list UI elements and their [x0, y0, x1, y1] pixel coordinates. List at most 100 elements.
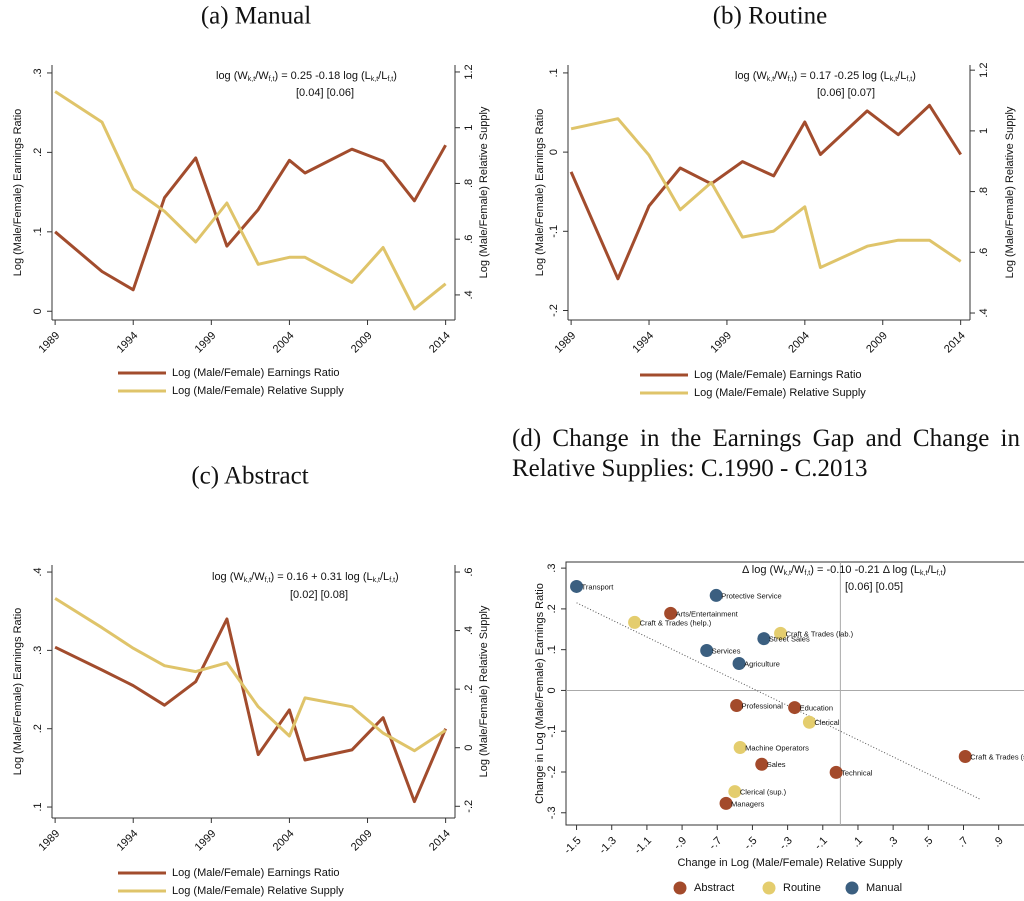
x-tick-label: 2009: [349, 330, 375, 356]
y-axis-title: Change in Log (Male/Female) Earnings Rat…: [534, 583, 546, 804]
y-tick-label: -.2: [463, 800, 475, 813]
x-tick-label: .5: [921, 835, 936, 850]
x-tick-label: -.1: [812, 835, 830, 853]
point: [829, 765, 843, 779]
point-label: Technical: [841, 768, 873, 777]
y-tick-label: .1: [548, 68, 560, 77]
annotation-part: f,t: [269, 76, 275, 83]
annotation: Δ log (Wk,t/Wf,t) = -0.10 -0.21 Δ log (L…: [742, 564, 946, 577]
annotation-part: ): [942, 564, 946, 576]
x-tick-label: 1989: [552, 330, 578, 356]
point: [732, 657, 746, 671]
annotation-part: f,t: [788, 76, 794, 83]
legend-label: Manual: [866, 882, 902, 894]
y-tick-label: .6: [463, 567, 475, 576]
annotation-part: k,t: [890, 76, 897, 83]
annotation-part: ): [912, 70, 916, 82]
y-tick-label: .4: [32, 567, 44, 576]
y-tick-label: .3: [32, 68, 44, 77]
y-axis-title: Log (Male/Female) Earnings Ratio: [534, 109, 546, 277]
series-line: [54, 144, 447, 292]
legend-swatch: [673, 881, 687, 895]
x-tick-label: 1994: [115, 828, 141, 854]
y-tick-label: 0: [32, 308, 44, 314]
series-line: [54, 617, 447, 804]
point-label: Protective Service: [721, 591, 781, 600]
annotation-part: /L: [380, 571, 389, 583]
x-tick-label: .9: [991, 835, 1006, 850]
annotation-part: log (W: [212, 571, 244, 583]
y-tick-label: .6: [978, 248, 990, 257]
legend-swatch: [762, 881, 776, 895]
annotation-part: ) = 0.17 -0.25 log (L: [793, 70, 889, 82]
y-tick-label: .6: [463, 235, 475, 244]
y2-axis-title: Log (Male/Female) Relative Supply: [478, 106, 490, 278]
series-line: [54, 90, 447, 311]
x-tick-label: 1989: [37, 330, 63, 356]
point: [709, 588, 723, 602]
annotation-part: /W: [251, 571, 265, 583]
annotation: log (Wk,t/Wf,t) = 0.17 -0.25 log (Lk,t/L…: [735, 70, 916, 83]
annotation-part: /W: [774, 70, 788, 82]
series-line: [570, 117, 962, 269]
x-tick-label: 2004: [786, 330, 812, 356]
x-tick-label: 1999: [708, 330, 734, 356]
point: [728, 785, 742, 799]
point-label: Clerical (sup.): [740, 788, 787, 797]
annotation-part: ) = 0.25 -0.18 log (L: [274, 70, 370, 82]
annotation-part: /L: [927, 564, 936, 576]
point: [755, 757, 769, 771]
y-tick-label: 1: [463, 125, 475, 131]
x-tick-label: .3: [885, 835, 900, 850]
x-tick-label: 2014: [427, 828, 453, 854]
y-tick-label: .8: [978, 187, 990, 196]
point-label: Craft & Trades (lab.): [786, 629, 854, 638]
annotation-se: [0.06] [0.07]: [817, 87, 875, 99]
y-tick-label: -.1: [546, 725, 558, 738]
point: [958, 749, 972, 763]
legend-label: Abstract: [694, 882, 734, 894]
y2-axis-title: Log (Male/Female) Relative Supply: [1004, 106, 1016, 278]
annotation-part: f,t: [387, 76, 393, 83]
annotation-part: log (W: [216, 70, 248, 82]
series-line: [569, 103, 962, 281]
annotation-part: k,t: [767, 76, 774, 83]
y-tick-label: .1: [32, 802, 44, 811]
x-tick-label: 2004: [271, 330, 297, 356]
panel-title: (b) Routine: [713, 3, 828, 30]
point: [802, 715, 816, 729]
point-label: Transport: [582, 582, 615, 591]
y-tick-label: .4: [978, 308, 990, 317]
x-tick-label: -.3: [777, 835, 795, 853]
y-tick-label: .4: [463, 626, 475, 635]
annotation-part: ): [393, 70, 397, 82]
y-tick-label: .2: [546, 604, 558, 613]
point-label: Education: [800, 704, 833, 713]
y-tick-label: .3: [546, 564, 558, 573]
annotation-part: k,t: [784, 570, 791, 577]
y-tick-label: -.1: [548, 225, 560, 238]
y-tick-label: 0: [463, 745, 475, 751]
point-label: Arts/Entertainment: [676, 609, 739, 618]
x-tick-label: 2014: [427, 330, 453, 356]
x-tick-label: 1994: [630, 330, 656, 356]
point-label: Agriculture: [744, 660, 780, 669]
point: [719, 796, 733, 810]
x-tick-label: -1.1: [632, 835, 654, 857]
point: [700, 643, 714, 657]
y-tick-label: .1: [546, 645, 558, 654]
x-tick-label: -.7: [707, 835, 725, 853]
x-tick-label: 2009: [864, 330, 890, 356]
y-tick-label: .2: [32, 724, 44, 733]
annotation-part: f,t: [389, 577, 395, 584]
point-label: Machine Operators: [745, 744, 809, 753]
legend-label: Log (Male/Female) Relative Supply: [694, 387, 866, 399]
y-tick-label: .2: [32, 148, 44, 157]
annotation-part: ): [395, 571, 399, 583]
point: [730, 699, 744, 713]
y-tick-label: -.3: [546, 806, 558, 819]
legend-label: Log (Male/Female) Earnings Ratio: [172, 867, 340, 879]
x-tick-label: .7: [956, 835, 971, 850]
